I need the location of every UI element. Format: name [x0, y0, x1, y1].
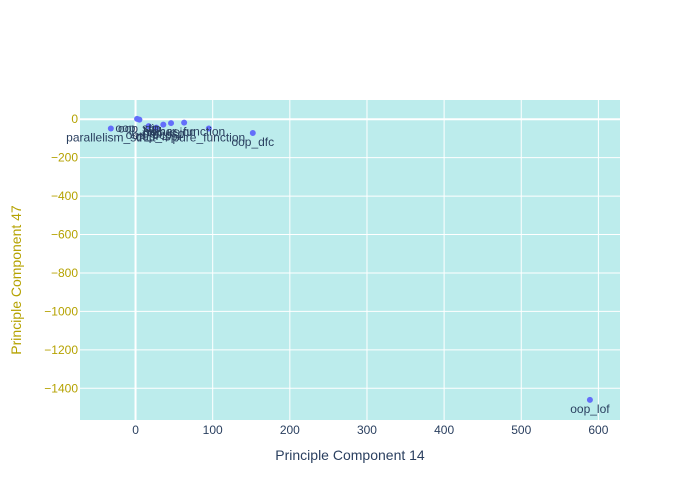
x-tick-label-5: 500 [511, 423, 531, 437]
y-tick-labels: 0 −200 −400 −600 −800 −1000 −1200 −1400 [44, 112, 78, 395]
point-label-pure_function: pure_function [172, 130, 245, 144]
data-point-oop_dfc[interactable] [249, 130, 256, 137]
point-label-oop_dfc: oop_dfc [231, 135, 274, 149]
data-point-oop_ocp[interactable] [145, 123, 152, 130]
y-tick-label-1: −200 [51, 151, 78, 165]
point-label-oop_lof: oop_lof [570, 402, 610, 416]
data-point-pure_function[interactable] [205, 125, 212, 132]
data-points [107, 115, 593, 403]
x-tick-label-3: 300 [357, 423, 377, 437]
x-tick-labels: 0 100 200 300 400 500 600 [132, 423, 609, 437]
data-point-oop_isp[interactable] [160, 121, 167, 128]
data-point-parallelism_strict[interactable] [107, 125, 114, 132]
point-label-higher_function: higher_function [143, 125, 225, 139]
x-tick-label-2: 200 [280, 423, 300, 437]
x-tick-label-6: 600 [588, 423, 608, 437]
point-label-oop_dip: oop_dip [118, 122, 161, 136]
x-tick-label-1: 100 [203, 423, 223, 437]
point-label-oop_isp: oop_isp [142, 127, 184, 141]
x-tick-label-4: 400 [434, 423, 454, 437]
point-label-oop_lsp: oop_lsp [135, 130, 177, 144]
y-tick-label-2: −400 [51, 189, 78, 203]
y-tick-label-7: −1400 [44, 381, 78, 395]
y-tick-label-5: −1000 [44, 304, 78, 318]
x-gridlines [134, 100, 599, 420]
y-tick-label-6: −1200 [44, 343, 78, 357]
x-tick-label-0: 0 [132, 423, 139, 437]
y-gridlines [80, 118, 620, 389]
point-label-recursion: recursion [146, 125, 195, 139]
data-point-oop_lsp[interactable] [153, 124, 160, 131]
y-axis-title: Principle Component 47 [8, 205, 24, 355]
data-point-oop_dip[interactable] [136, 116, 143, 123]
y-tick-label-4: −800 [51, 266, 78, 280]
plot-area [80, 100, 620, 420]
point-label-oop_ocp: oop_ocp [126, 128, 172, 142]
data-point-oop_lof[interactable] [586, 396, 593, 403]
x-axis-title: Principle Component 14 [275, 447, 425, 463]
data-point-higher_function[interactable] [181, 119, 188, 126]
y-tick-label-0: 0 [71, 112, 78, 126]
y-tick-label-3: −600 [51, 228, 78, 242]
point-label-parallelism_strict: parallelism_strict [66, 130, 156, 144]
data-point-recursion[interactable] [168, 120, 175, 127]
point-label-oop_srp: oop_srp [115, 121, 159, 135]
